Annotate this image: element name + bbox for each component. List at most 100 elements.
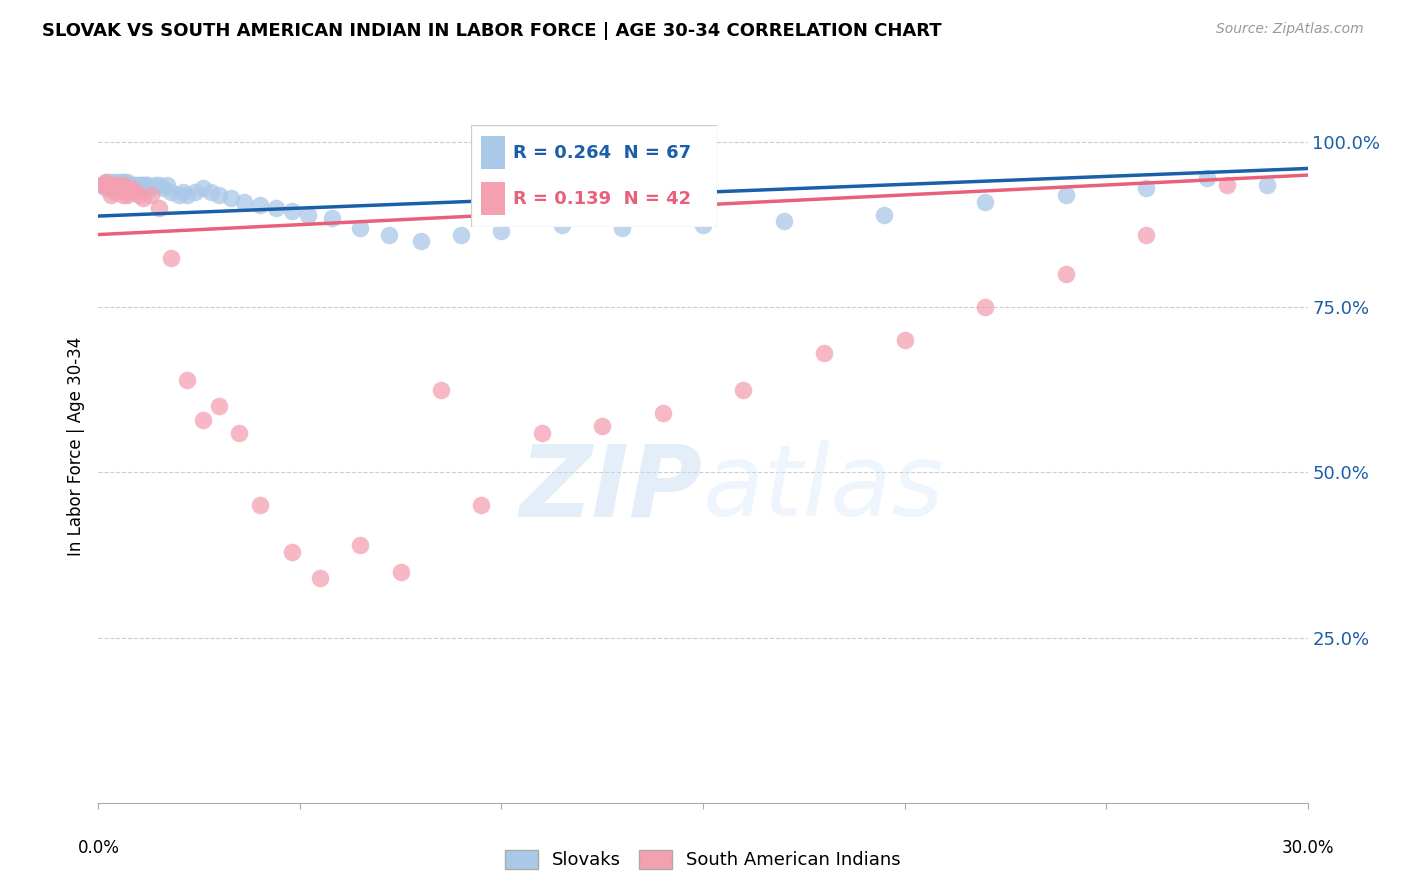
Point	[1135, 227, 1157, 242]
Point	[107, 178, 129, 192]
Point	[103, 181, 125, 195]
Point	[232, 194, 254, 209]
Point	[176, 188, 198, 202]
Point	[772, 214, 794, 228]
Point	[297, 208, 319, 222]
Point	[974, 194, 997, 209]
Point	[1216, 178, 1239, 192]
Y-axis label: In Labor Force | Age 30-34: In Labor Force | Age 30-34	[66, 336, 84, 556]
Point	[128, 188, 150, 202]
Point	[111, 178, 134, 192]
Point	[321, 211, 343, 225]
Legend: Slovaks, South American Indians: Slovaks, South American Indians	[496, 841, 910, 879]
Point	[349, 221, 371, 235]
Point	[1256, 178, 1278, 192]
Point	[200, 185, 222, 199]
Point	[221, 191, 243, 205]
Point	[156, 178, 179, 192]
Point	[249, 499, 271, 513]
Point	[176, 373, 198, 387]
Point	[873, 208, 896, 222]
Text: Source: ZipAtlas.com: Source: ZipAtlas.com	[1216, 22, 1364, 37]
Point	[893, 333, 915, 347]
Point	[100, 178, 122, 192]
Text: 30.0%: 30.0%	[1281, 839, 1334, 857]
Point	[132, 178, 155, 192]
Point	[160, 251, 183, 265]
Point	[115, 185, 138, 199]
Text: 0.0%: 0.0%	[77, 839, 120, 857]
Point	[103, 175, 125, 189]
Point	[692, 218, 714, 232]
Point	[193, 412, 215, 426]
Point	[184, 185, 207, 199]
Bar	[481, 182, 506, 215]
Point	[132, 191, 155, 205]
Point	[1195, 171, 1218, 186]
Point	[128, 178, 150, 192]
Point	[100, 188, 122, 202]
Point	[813, 346, 835, 360]
Point	[107, 178, 129, 192]
Point	[143, 178, 166, 192]
Text: ZIP: ZIP	[520, 441, 703, 537]
Point	[228, 425, 250, 440]
Point	[100, 178, 122, 192]
Point	[115, 175, 138, 189]
Point	[120, 178, 142, 192]
Point	[172, 185, 194, 199]
Point	[409, 234, 432, 248]
Point	[1135, 181, 1157, 195]
Point	[733, 383, 755, 397]
Point	[128, 178, 150, 192]
Point	[135, 178, 157, 192]
Point	[160, 185, 183, 199]
Point	[389, 565, 412, 579]
Point	[612, 221, 634, 235]
Text: R = 0.139  N = 42: R = 0.139 N = 42	[513, 190, 690, 208]
Point	[309, 571, 332, 585]
Point	[1054, 188, 1077, 202]
Point	[124, 185, 146, 199]
Point	[96, 175, 118, 189]
Point	[111, 188, 134, 202]
Point	[103, 178, 125, 192]
Point	[651, 406, 673, 420]
Point	[107, 178, 129, 192]
Point	[591, 419, 613, 434]
Point	[491, 224, 513, 238]
Point	[120, 181, 142, 195]
Point	[530, 425, 553, 440]
Point	[120, 178, 142, 192]
Text: SLOVAK VS SOUTH AMERICAN INDIAN IN LABOR FORCE | AGE 30-34 CORRELATION CHART: SLOVAK VS SOUTH AMERICAN INDIAN IN LABOR…	[42, 22, 942, 40]
Point	[377, 227, 399, 242]
Point	[115, 188, 138, 202]
Point	[281, 204, 304, 219]
Point	[111, 178, 134, 192]
Point	[148, 201, 170, 215]
Point	[349, 538, 371, 552]
Point	[551, 218, 574, 232]
Point	[470, 499, 492, 513]
Point	[148, 178, 170, 192]
Point	[96, 181, 118, 195]
Point	[249, 198, 271, 212]
Point	[120, 178, 142, 192]
Point	[107, 178, 129, 192]
Point	[132, 178, 155, 192]
Point	[96, 178, 118, 192]
Point	[111, 175, 134, 189]
Point	[208, 188, 231, 202]
Point	[100, 181, 122, 195]
Point	[208, 400, 231, 414]
Point	[450, 227, 472, 242]
Point	[107, 175, 129, 189]
Point	[264, 201, 287, 215]
Point	[152, 181, 174, 195]
Point	[115, 178, 138, 192]
Point	[1054, 267, 1077, 281]
Point	[135, 178, 157, 192]
Point	[96, 175, 118, 189]
Point	[115, 181, 138, 195]
Point	[103, 178, 125, 192]
